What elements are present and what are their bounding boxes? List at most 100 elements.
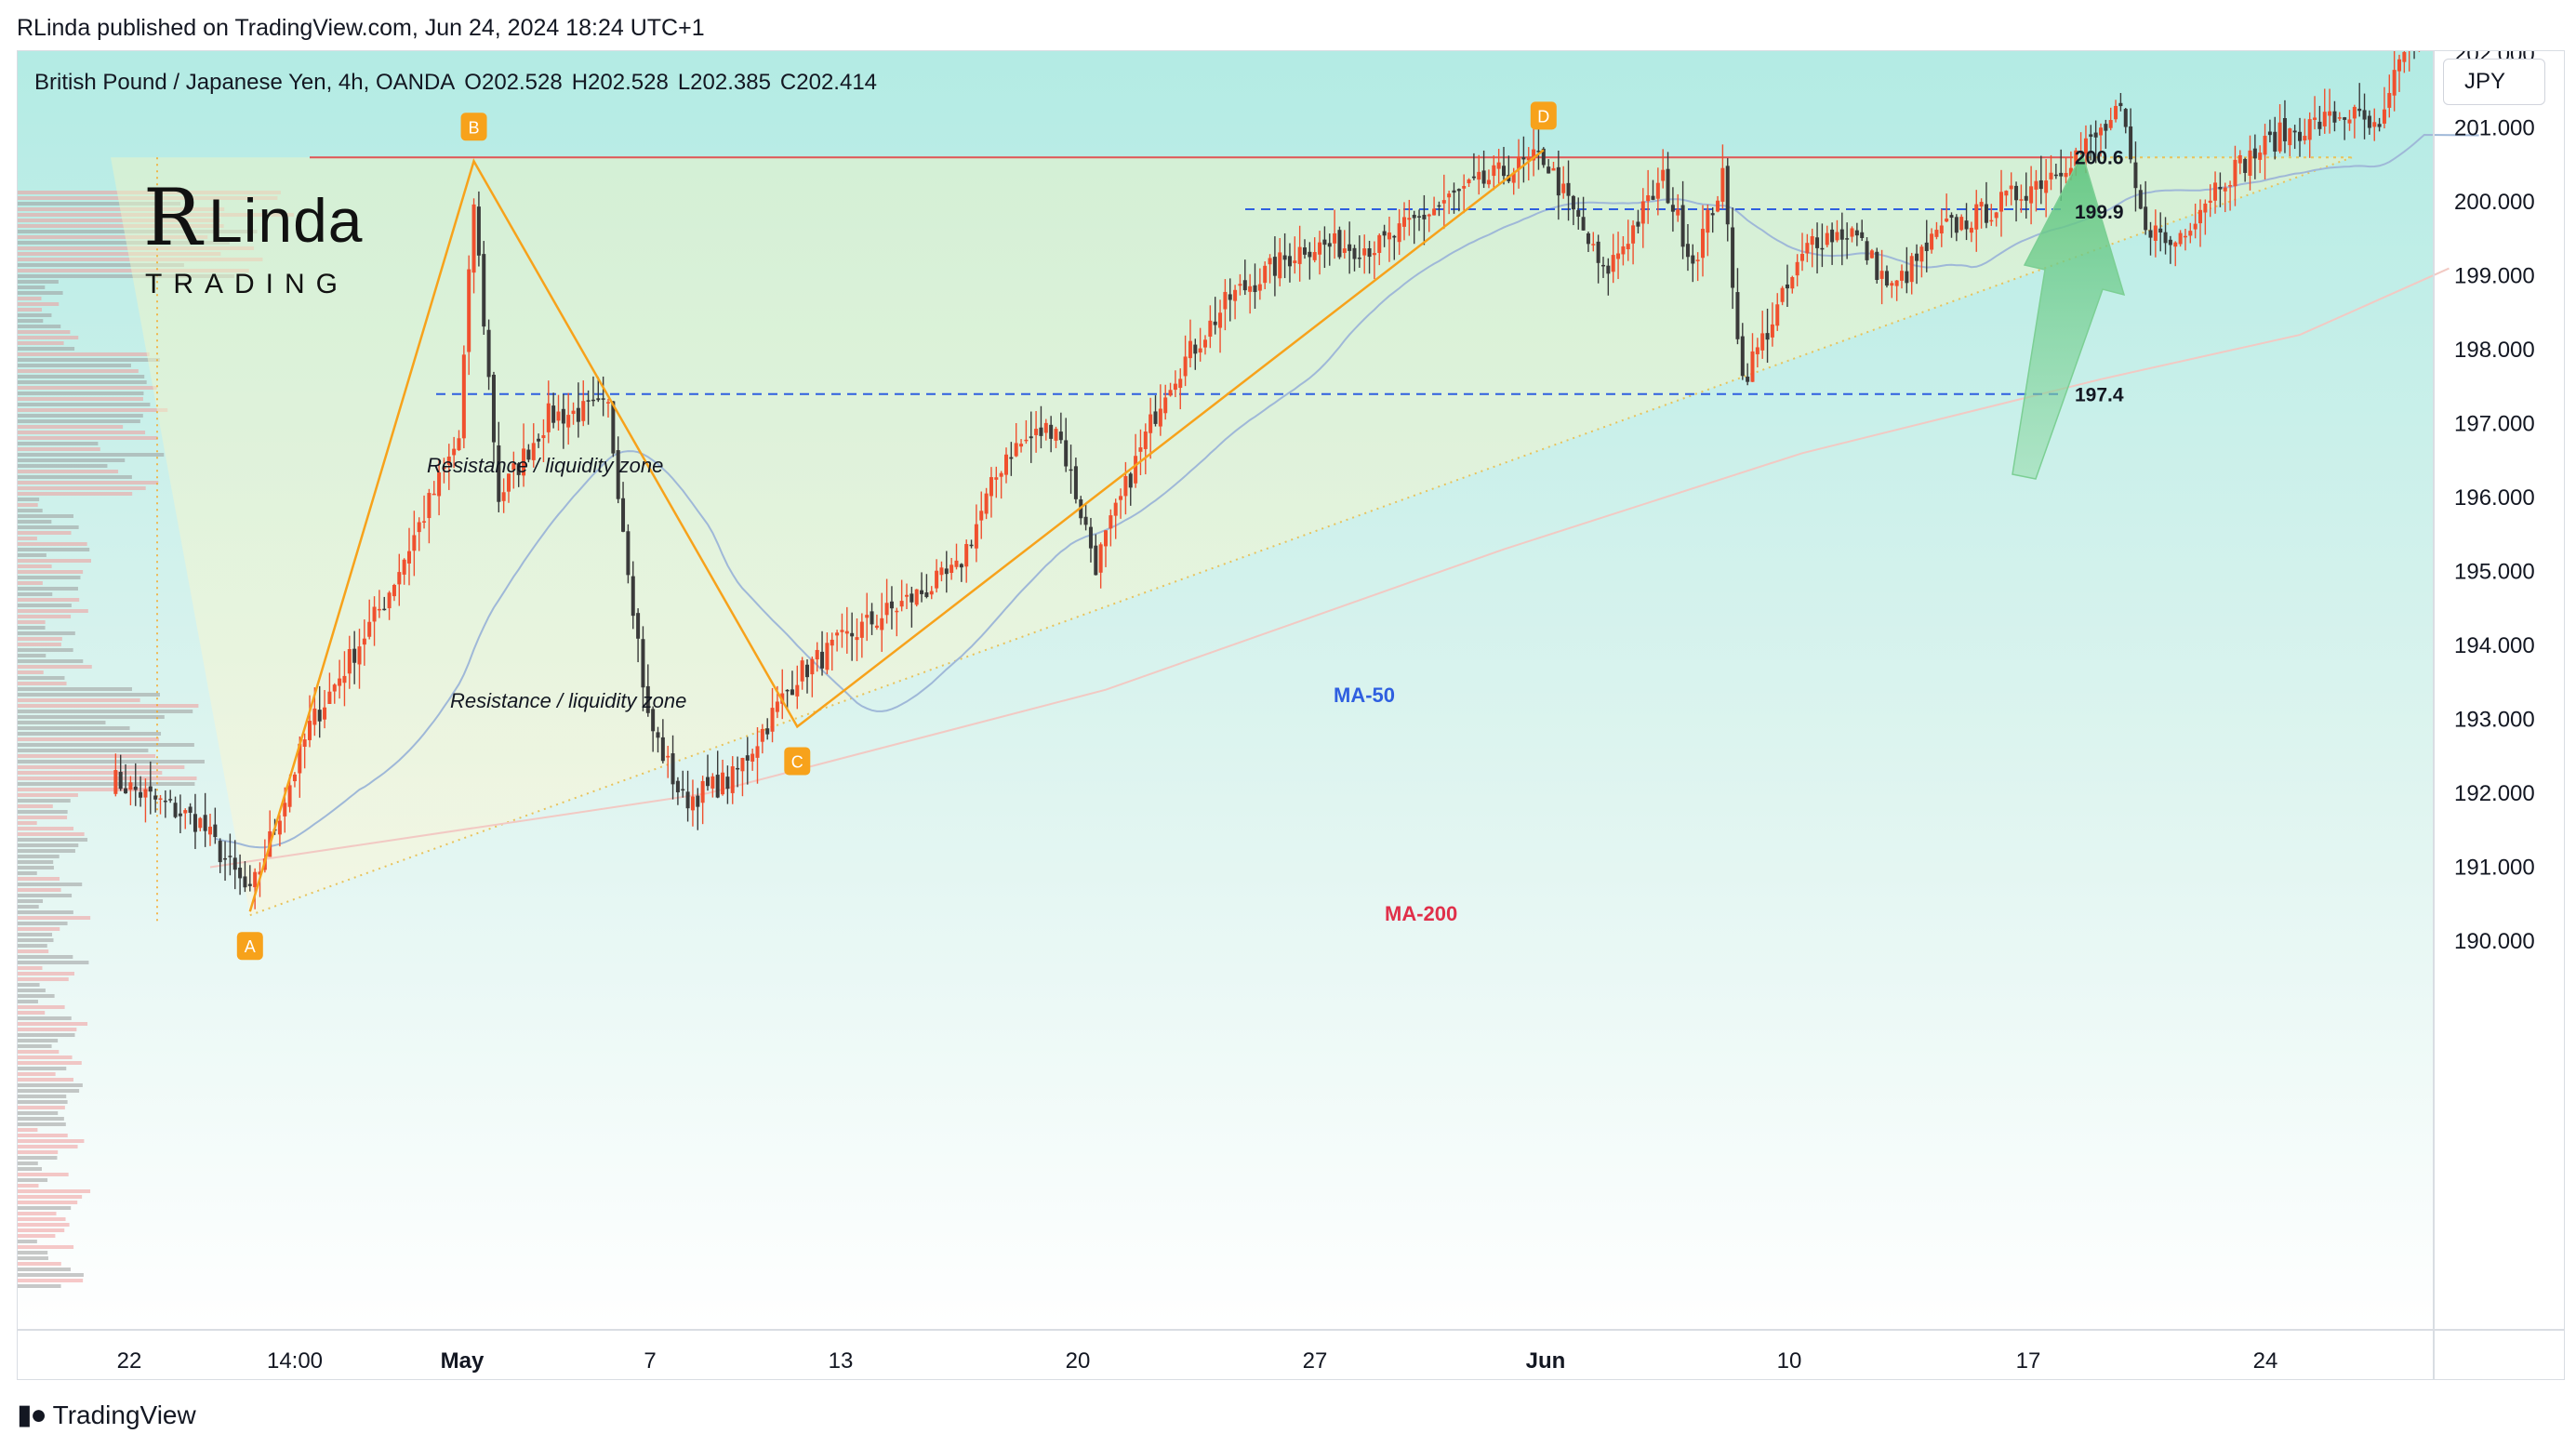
candle-body [2372, 122, 2377, 127]
candle-body [1860, 232, 1865, 238]
volume-profile-bar [18, 654, 46, 657]
candle-body [1735, 292, 1740, 339]
candle-body [1765, 333, 1770, 340]
candle-body [461, 354, 466, 439]
volume-profile-bar [18, 475, 132, 479]
candle-body [367, 621, 372, 637]
volume-profile-bar [18, 447, 100, 451]
volume-profile-bar [18, 224, 224, 228]
candle-body [745, 755, 750, 761]
candle-body [1228, 294, 1232, 300]
candle-body [2034, 180, 2038, 190]
candle-body [1775, 304, 1780, 326]
candle-body [327, 691, 332, 705]
candle-body [2263, 136, 2267, 155]
volume-profile-bar [18, 380, 147, 384]
volume-profile-bar [18, 604, 72, 607]
candle-body [2352, 106, 2357, 119]
price-tick-label: 201.000 [2454, 116, 2535, 141]
tradingview-brand: TradingView [52, 1400, 196, 1429]
candle-body [218, 841, 222, 863]
volume-profile-bar [18, 470, 119, 473]
volume-profile-bar [18, 1117, 64, 1121]
volume-profile-bar [18, 944, 47, 948]
price-axis[interactable]: 202.000201.000200.000199.000198.000197.0… [2438, 51, 2550, 954]
candle-body [292, 774, 297, 782]
volume-profile-bar [18, 1134, 68, 1137]
candle-body [1019, 444, 1024, 447]
volume-profile-bar [18, 961, 89, 964]
volume-profile [18, 191, 295, 1288]
time-axis[interactable]: 22 14:00 May 7 13 20 27 Jun 10 17 24 [117, 1348, 2278, 1374]
volume-profile-bar [18, 1178, 48, 1182]
time-tick-label: May [441, 1348, 485, 1374]
triangle-fill [111, 157, 2352, 916]
candle-body [870, 611, 874, 625]
candle-body [1083, 516, 1088, 525]
time-tick-label: 20 [1066, 1348, 1091, 1374]
candle-body [730, 766, 735, 793]
candle-body [228, 856, 232, 857]
candle-body [2099, 127, 2103, 136]
candle-body [1447, 193, 1452, 198]
candle-body [944, 568, 949, 575]
candle-body [1119, 496, 1123, 500]
volume-profile-bar [18, 938, 54, 942]
volume-profile-bar [18, 1245, 74, 1249]
volume-profile-bar [18, 799, 71, 803]
tradingview-logo[interactable]: ▮● TradingView [17, 1399, 196, 1431]
candle-body [1865, 241, 1869, 260]
candle-body [168, 799, 173, 801]
candle-body [855, 637, 859, 641]
price-tick-label: 195.000 [2454, 560, 2535, 585]
candle-body [1725, 166, 1730, 225]
candle-body [471, 204, 476, 273]
candle-body [1462, 186, 1467, 189]
candle-body [2248, 150, 2252, 176]
candle-body [2144, 206, 2148, 231]
currency-selector[interactable]: JPY [2443, 59, 2545, 105]
volume-profile-bar [18, 983, 40, 987]
candle-body [1109, 515, 1113, 529]
volume-profile-bar [18, 1262, 61, 1266]
candle-body [969, 544, 974, 547]
candle-body [1810, 236, 1814, 246]
volume-profile-bar [18, 492, 133, 496]
volume-profile-bar [18, 537, 37, 540]
candle-body [128, 782, 133, 790]
candle-body [2198, 209, 2202, 224]
price-tick-label: 199.000 [2454, 264, 2535, 289]
candle-body [1069, 469, 1073, 471]
candle-body [586, 400, 591, 402]
volume-profile-bar [18, 871, 37, 875]
candle-body [1242, 280, 1247, 291]
volume-profile-bar [18, 749, 149, 752]
volume-profile-bar [18, 364, 131, 367]
volume-profile-bar [18, 821, 37, 825]
candle-body [526, 449, 531, 460]
candle-body [198, 817, 203, 829]
price-tick-label: 191.000 [2454, 856, 2535, 881]
candle-body [2123, 109, 2128, 127]
volume-profile-bar [18, 308, 42, 312]
volume-profile-bar [18, 620, 46, 624]
volume-profile-bar [18, 609, 88, 613]
volume-profile-bar [18, 949, 49, 953]
candle-body [1964, 220, 1969, 230]
candle-body [840, 630, 844, 632]
candle-body [1556, 166, 1560, 196]
candle-body [113, 770, 118, 794]
candle-body [1163, 397, 1168, 414]
volume-profile-bar [18, 1156, 58, 1160]
candle-body [1890, 283, 1894, 286]
candle-body [1238, 284, 1242, 286]
candle-body [1685, 244, 1690, 258]
volume-profile-bar [18, 676, 65, 680]
candle-body [1969, 227, 1973, 233]
candle-body [2298, 131, 2302, 141]
volume-profile-bar [18, 743, 194, 747]
candle-body [1213, 321, 1217, 325]
time-tick-label: 27 [1303, 1348, 1328, 1374]
